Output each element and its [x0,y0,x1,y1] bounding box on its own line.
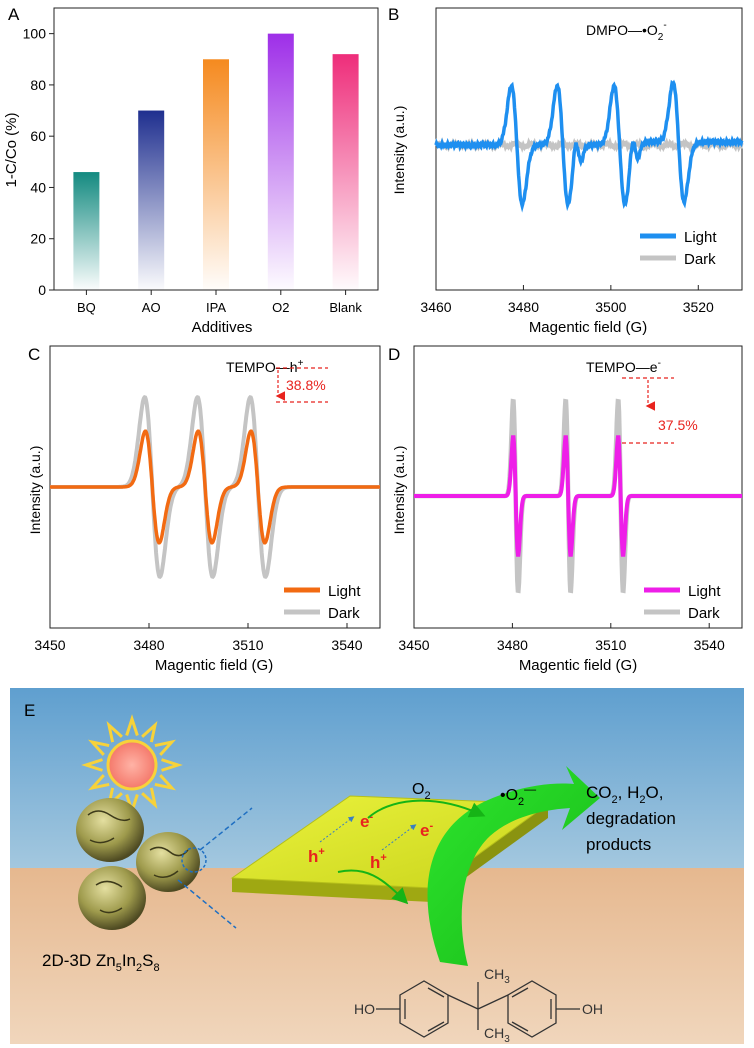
x-axis-d: 3450 3480 3510 3540 [398,623,725,653]
panel-d: D 3450 3480 3510 3540 TEMPO—e- 37.5% Magent… [388,345,743,674]
y-tick-label: 20 [30,231,46,247]
plot-frame-b [435,7,743,291]
x-tick-label: Blank [329,300,362,315]
x-tick-label: 3480 [497,637,528,653]
reduction-label-d: 37.5% [658,417,698,433]
panel-c: C 3450 3480 3510 3540 TEMPO—h+ 38.8% Magent… [27,345,381,674]
legend-label-dark: Dark [328,605,360,622]
series-light-c [50,429,380,545]
x-tick-label: 3510 [232,637,263,653]
y-axis-a: 0 20 40 60 80 100 [23,26,54,298]
x-tick-label: 3460 [420,299,451,315]
panel-label-b: B [388,5,399,24]
panel-b: B 3460 3480 3500 3520 DMPO—•O2- Magentic fi… [388,5,744,336]
bar-o2 [267,33,294,291]
ground-background [10,868,744,1044]
x-tick-label: 3480 [133,637,164,653]
x-axis-c: 3450 3480 3510 3540 [34,623,363,653]
y-tick-label: 0 [38,282,46,298]
x-tick-label: IPA [206,300,226,315]
annotation-b: DMPO—•O2- [586,20,667,43]
x-tick-label: 3520 [683,299,714,315]
annotation-d: TEMPO—e- [586,358,661,375]
series-light-d [414,435,742,557]
bar-ao [138,110,165,290]
o2-label: O2 [412,781,431,802]
panel-label-d: D [388,345,400,364]
annotation-b-text: DMPO—•O [586,22,658,38]
bar-ipa [203,59,229,290]
o2-reduction-arrow [367,799,486,819]
x-tick-label: 3540 [694,637,725,653]
legend-d: Light Dark [644,583,721,622]
panel-label-c: C [28,345,40,364]
excitation-arrow-2 [381,824,417,851]
legend-c: Light Dark [284,583,361,622]
y-axis-label-d: Intensity (a.u.) [391,446,407,535]
products-line2: degradation [586,809,676,828]
plot-frame-d [413,345,743,629]
reduction-label-c: 38.8% [286,377,326,393]
x-tick-label: 3540 [331,637,362,653]
products-line1: CO2, H2O, [586,783,663,806]
products-line3: products [586,835,651,854]
bpa-ho-left: HO [354,1001,375,1017]
x-tick-label: O2 [272,300,289,315]
superoxide-label: •O2— [500,782,536,808]
y-tick-label: 100 [23,26,47,42]
bar-bq [73,172,100,290]
x-tick-label: BQ [77,300,96,315]
y-axis-label-c: Intensity (a.u.) [27,446,43,535]
legend-label-light: Light [328,583,361,600]
y-tick-label: 60 [30,128,46,144]
x-axis-label-a: Additives [192,319,253,336]
y-tick-label: 40 [30,179,46,195]
material-label: 2D-3D Zn5In2S8 [42,951,160,974]
y-tick-label: 80 [30,77,46,93]
reduction-marker-d: 37.5% [622,377,698,444]
excitation-arrow-1 [319,816,355,843]
x-axis-b: 3460 3480 3500 3520 [420,285,714,315]
microsphere-cluster [76,798,253,930]
x-axis-label-c: Magentic field (G) [155,657,273,674]
legend-label-dark: Dark [684,251,716,268]
legend-label-dark: Dark [688,605,720,622]
y-axis-label-a: 1-C/Co (%) [3,112,20,187]
bpa-ch3-top: CH3 [484,966,510,986]
panel-label-a: A [8,5,20,24]
x-tick-label: 3480 [508,299,539,315]
bpa-ch3-bottom: CH3 [484,1025,510,1045]
sun-icon [81,714,183,816]
x-tick-label: 3450 [398,637,429,653]
legend-label-light: Light [684,229,717,246]
legend-label-light: Light [688,583,721,600]
x-axis-label-b: Magentic field (G) [529,319,647,336]
x-axis-a: BQ AO IPA O2 Blank [77,290,362,315]
x-axis-label-d: Magentic field (G) [519,657,637,674]
bar-blank [332,54,359,291]
x-tick-label: AO [142,300,161,315]
x-tick-label: 3500 [595,299,626,315]
hole-oxidation-arrow [337,869,409,905]
legend-b: Light Dark [640,229,717,268]
y-axis-label-b: Intensity (a.u.) [391,106,407,195]
bar-group [73,33,359,291]
series-light-b [434,79,744,213]
panel-e-scheme: E 2D-3D Zn5In2S8 e- e- h+ h+ [10,688,744,1045]
x-tick-label: 3450 [34,637,65,653]
bpa-oh-right: OH [582,1001,603,1017]
x-tick-label: 3510 [595,637,626,653]
bisphenol-a-structure [376,980,580,1038]
reduction-marker-c: 38.8% [275,367,328,403]
annotation-c: TEMPO—h+ [226,358,304,375]
panel-label-e: E [24,701,35,720]
